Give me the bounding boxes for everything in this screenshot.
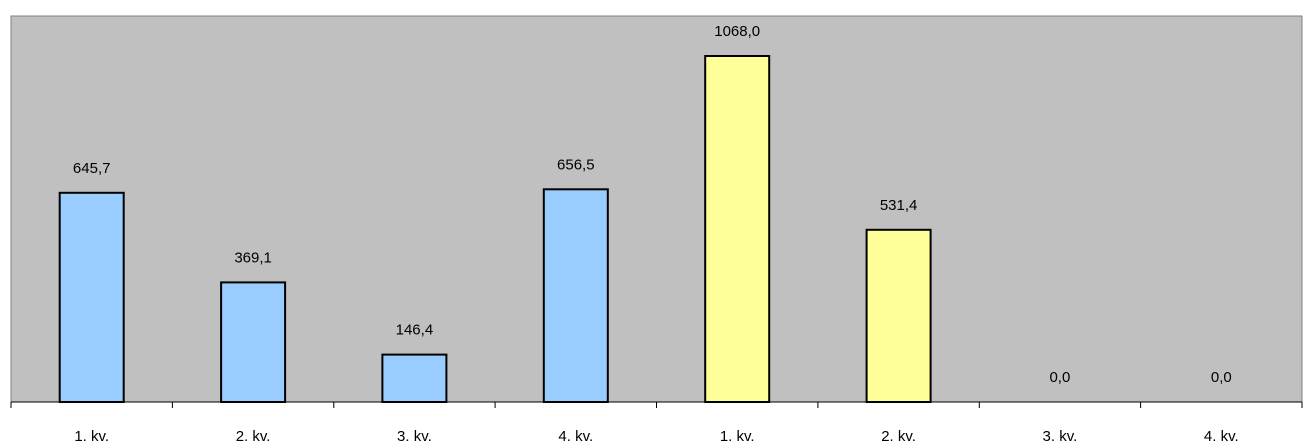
bar-value-label-5: 1068,0	[714, 23, 760, 40]
x-tick-label-3: 3. kv.	[397, 428, 432, 445]
x-tick-label-6: 2. kv.	[881, 428, 916, 445]
bar-value-label-3: 146,4	[396, 322, 434, 339]
bar-value-label-1: 645,7	[73, 160, 111, 177]
bar-2	[220, 281, 287, 403]
bar-value-label-8: 0,0	[1211, 369, 1232, 386]
x-tick-label-4: 4. kv.	[558, 428, 593, 445]
x-tick-label-2: 2. kv.	[236, 428, 271, 445]
bar-5	[704, 55, 771, 403]
bar-6	[865, 228, 932, 403]
x-ticks-layer	[10, 402, 1303, 408]
x-tick-label-7: 3. kv.	[1043, 428, 1078, 445]
bar-4	[542, 188, 609, 403]
bar-value-label-2: 369,1	[234, 249, 272, 266]
x-tick-label-8: 4. kv.	[1204, 428, 1239, 445]
x-tick-label-1: 1. kv.	[74, 428, 109, 445]
bar-value-label-4: 656,5	[557, 156, 595, 173]
bar-value-label-7: 0,0	[1049, 369, 1070, 386]
plot-area	[10, 15, 1303, 403]
bar-value-label-6: 531,4	[880, 197, 918, 214]
bar-1	[58, 191, 125, 403]
labels-layer: 645,7 1. kv. 369,1 2. kv. 146,4 3. kv. 656,5 4.…	[73, 23, 1239, 445]
x-tick-label-5: 1. kv.	[720, 428, 755, 445]
bars-layer	[58, 55, 932, 404]
bar-3	[381, 353, 448, 404]
